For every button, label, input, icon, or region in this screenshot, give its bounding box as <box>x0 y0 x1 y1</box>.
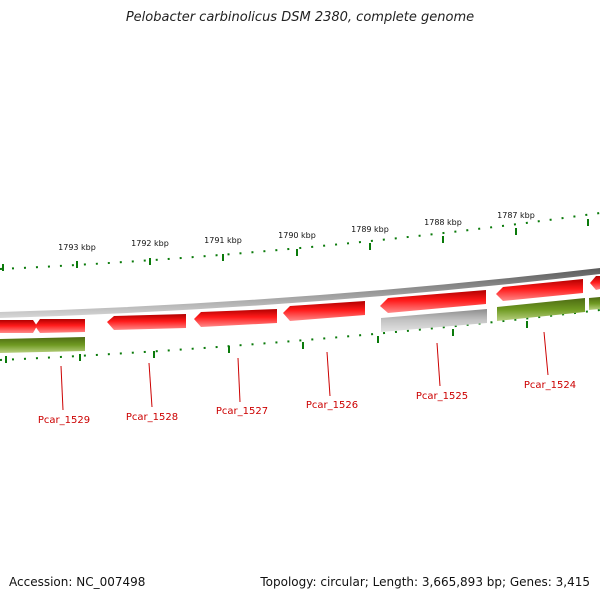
cds-arrow-pcar-1529a[interactable] <box>0 320 37 333</box>
gene-track <box>0 297 600 353</box>
map-title: Pelobacter carbinolicus DSM 2380, comple… <box>125 10 475 25</box>
cds-track <box>0 276 600 333</box>
gene-bar-next[interactable] <box>589 297 600 310</box>
cds-arrow-pcar-1524[interactable] <box>496 279 583 301</box>
kbp-label: 1788 kbp <box>424 218 462 227</box>
genome-summary-text: Topology: circular; Length: 3,665,893 bp… <box>260 575 590 589</box>
gene-label-pcar-1527[interactable]: Pcar_1527 <box>216 406 268 417</box>
gene-label-pcar-1528[interactable]: Pcar_1528 <box>126 412 178 423</box>
outer-major-ticks <box>2 219 589 271</box>
cds-arrow-pcar-1528[interactable] <box>107 314 186 330</box>
gene-bar-pcar-1524[interactable] <box>497 298 585 321</box>
gene-label-pcar-1526[interactable]: Pcar_1526 <box>306 400 358 411</box>
genome-backbone <box>0 268 600 318</box>
cds-arrow-pcar-1525[interactable] <box>380 290 486 313</box>
cds-arrow-next[interactable] <box>590 276 600 290</box>
gene-label-pcar-1529[interactable]: Pcar_1529 <box>38 415 90 426</box>
cds-arrow-pcar-1527[interactable] <box>194 309 277 327</box>
cds-arrow-pcar-1529b[interactable] <box>35 319 85 333</box>
pseudo-gene-bar-pcar-1525[interactable] <box>381 309 487 332</box>
kbp-label: 1793 kbp <box>58 243 96 252</box>
cds-arrow-pcar-1526[interactable] <box>283 301 365 321</box>
kbp-label: 1790 kbp <box>278 231 316 240</box>
inner-major-ticks <box>5 321 528 363</box>
kbp-label: 1789 kbp <box>351 225 389 234</box>
gene-bar-pcar-1529[interactable] <box>0 337 85 353</box>
label-leaders <box>60 331 549 411</box>
kbp-label: 1787 kbp <box>497 211 535 220</box>
kbp-label: 1791 kbp <box>204 236 242 245</box>
gene-label-pcar-1525[interactable]: Pcar_1525 <box>416 391 468 402</box>
kbp-label: 1792 kbp <box>131 239 169 248</box>
gene-label-pcar-1524[interactable]: Pcar_1524 <box>524 380 576 391</box>
accession-text: Accession: NC_007498 <box>9 575 146 589</box>
inner-tick-arc <box>0 309 600 361</box>
outer-tick-arc <box>0 212 600 270</box>
